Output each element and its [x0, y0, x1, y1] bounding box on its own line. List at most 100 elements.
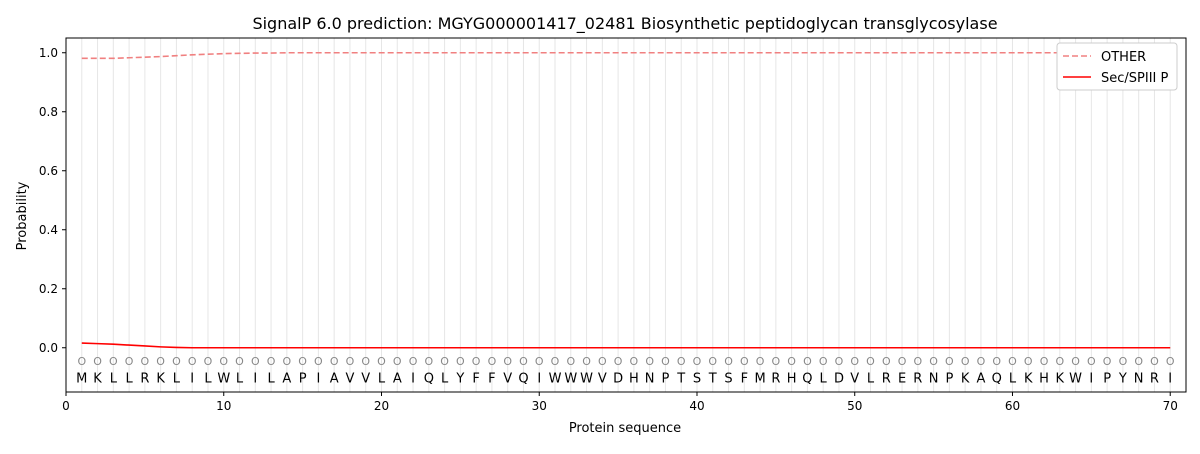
region-label: O [961, 355, 970, 368]
residue-label: P [1103, 371, 1111, 386]
residue-label: Y [455, 371, 464, 386]
residue-label: V [598, 371, 607, 386]
residue-label: K [961, 371, 970, 386]
residue-label: K [1056, 371, 1065, 386]
residue-label: W [580, 371, 593, 386]
region-label: O [424, 355, 433, 368]
residue-label: Q [802, 371, 812, 386]
residue-label: I [411, 371, 415, 386]
x-axis-label: Protein sequence [569, 421, 681, 436]
region-label: O [598, 355, 607, 368]
residue-label: I [253, 371, 257, 386]
region-label: O [330, 355, 339, 368]
region-label: O [519, 355, 528, 368]
residue-label: F [472, 371, 479, 386]
region-label: O [1055, 355, 1064, 368]
residue-label: L [125, 371, 133, 386]
residue-label: V [361, 371, 370, 386]
region-label: O [882, 355, 891, 368]
residue-label: S [693, 371, 701, 386]
residue-label: R [1150, 371, 1159, 386]
residue-label: L [1009, 371, 1017, 386]
region-label: O [141, 355, 150, 368]
residue-label: N [929, 371, 939, 386]
residue-label: R [913, 371, 922, 386]
region-label: O [929, 355, 938, 368]
series-line-0 [81, 51, 1171, 60]
region-label: O [866, 355, 875, 368]
region-label: O [251, 355, 260, 368]
region-label: O [551, 355, 560, 368]
region-label: O [756, 355, 765, 368]
residue-label: I [316, 371, 320, 386]
region-label: O [740, 355, 749, 368]
residue-label: T [676, 371, 685, 386]
legend-label: OTHER [1101, 50, 1146, 65]
y-tick-label: 0.4 [39, 223, 58, 237]
residue-label: R [771, 371, 780, 386]
residue-label: I [537, 371, 541, 386]
region-label: O [77, 355, 86, 368]
residue-label: L [378, 371, 386, 386]
residue-label: V [850, 371, 859, 386]
residue-label: A [976, 371, 985, 386]
region-label: O [819, 355, 828, 368]
x-tick-label: 60 [1005, 399, 1020, 413]
residue-label: N [645, 371, 655, 386]
region-label: O [1040, 355, 1049, 368]
region-label: O [361, 355, 370, 368]
y-tick-label: 0.2 [39, 282, 58, 296]
residue-label: I [190, 371, 194, 386]
residue-label: W [1069, 371, 1082, 386]
residue-label: M [76, 371, 87, 386]
region-label: O [614, 355, 623, 368]
residue-label: V [345, 371, 354, 386]
plot-frame [65, 37, 1187, 393]
region-label: O [645, 355, 654, 368]
residue-label: P [662, 371, 670, 386]
residue-label: H [629, 371, 639, 386]
x-tick-label: 30 [532, 399, 547, 413]
region-label: O [850, 355, 859, 368]
region-label: O [803, 355, 812, 368]
residue-label: E [898, 371, 906, 386]
residue-label: Q [518, 371, 528, 386]
residue-label: Y [1118, 371, 1127, 386]
region-label: O [488, 355, 497, 368]
region-label: O [582, 355, 591, 368]
residue-label: F [741, 371, 748, 386]
residue-label: I [1168, 371, 1172, 386]
residue-label: Q [992, 371, 1002, 386]
region-label: O [913, 355, 922, 368]
residue-label: D [834, 371, 844, 386]
region-label: O [535, 355, 544, 368]
residue-label: A [282, 371, 291, 386]
region-label: O [835, 355, 844, 368]
region-label: O [204, 355, 213, 368]
region-label: O [283, 355, 292, 368]
residue-label: L [204, 371, 212, 386]
residue-label: I [1089, 371, 1093, 386]
residue-label: A [393, 371, 402, 386]
region-label: O [708, 355, 717, 368]
residue-label: R [882, 371, 891, 386]
x-tick-label: 20 [374, 399, 389, 413]
region-label: O [440, 355, 449, 368]
region-label: O [977, 355, 986, 368]
region-label: O [772, 355, 781, 368]
legend-box [1056, 42, 1178, 91]
region-label: O [298, 355, 307, 368]
region-label: O [1166, 355, 1175, 368]
residue-label: K [93, 371, 102, 386]
region-label: O [1071, 355, 1080, 368]
residue-label: L [236, 371, 244, 386]
region-label: O [1103, 355, 1112, 368]
region-label: O [172, 355, 181, 368]
x-tick-label: 50 [847, 399, 862, 413]
region-label: O [1008, 355, 1017, 368]
residue-label: P [945, 371, 953, 386]
residue-label: Q [424, 371, 434, 386]
residue-label: R [140, 371, 149, 386]
residue-label: L [867, 371, 875, 386]
